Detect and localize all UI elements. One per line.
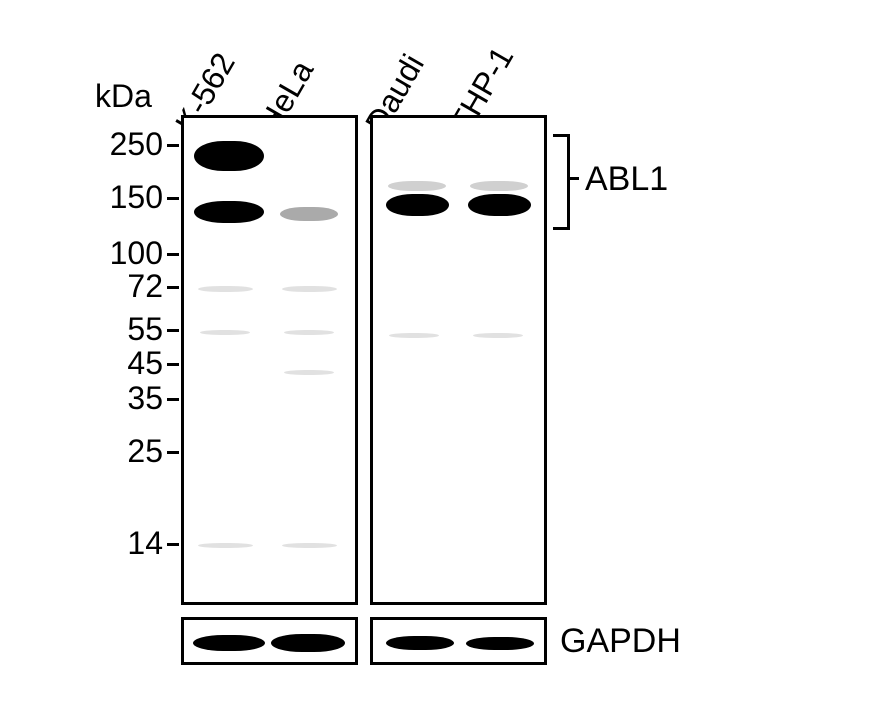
band-abl1-hela <box>280 207 338 221</box>
band-gapdh-k562 <box>193 635 265 651</box>
band-abl1-thp1-smear <box>470 181 528 191</box>
marker-tick <box>167 253 179 256</box>
marker-14: 14 <box>93 525 163 562</box>
band-abl1-daudi-smear <box>388 181 446 191</box>
marker-72: 72 <box>93 268 163 305</box>
band-faint <box>198 286 253 292</box>
gapdh-label: GAPDH <box>560 622 681 661</box>
band-faint <box>198 543 253 548</box>
marker-tick <box>167 451 179 454</box>
marker-100: 100 <box>93 235 163 272</box>
marker-tick <box>167 363 179 366</box>
band-faint <box>200 330 250 335</box>
marker-tick <box>167 144 179 147</box>
band-faint <box>284 330 334 335</box>
marker-250: 250 <box>93 126 163 163</box>
band-abl1-daudi <box>386 194 449 216</box>
marker-tick <box>167 286 179 289</box>
band-abl1-thp1 <box>468 194 531 216</box>
band-faint <box>282 286 337 292</box>
blot-panel-left <box>181 115 358 605</box>
marker-25: 25 <box>93 433 163 470</box>
blot-panel-right <box>370 115 547 605</box>
marker-tick <box>167 398 179 401</box>
band-faint <box>284 370 334 375</box>
marker-150: 150 <box>93 179 163 216</box>
marker-45: 45 <box>93 345 163 382</box>
band-abl1-k562-lower <box>194 201 264 223</box>
band-faint <box>389 333 439 338</box>
marker-35: 35 <box>93 380 163 417</box>
abl1-label: ABL1 <box>585 160 668 199</box>
band-abl1-k562-upper <box>194 141 264 171</box>
abl1-bracket-stem <box>567 177 579 180</box>
band-faint <box>282 543 337 548</box>
abl1-bracket <box>553 134 570 230</box>
band-gapdh-thp1 <box>466 637 534 650</box>
kda-unit-label: kDa <box>95 78 152 115</box>
marker-tick <box>167 197 179 200</box>
marker-tick <box>167 329 179 332</box>
marker-tick <box>167 543 179 546</box>
western-blot-figure: kDa 250 150 100 72 55 45 35 25 14 K-562 … <box>0 0 888 711</box>
band-faint <box>473 333 523 338</box>
band-gapdh-hela <box>271 634 345 652</box>
gapdh-panel-right <box>370 617 547 665</box>
band-gapdh-daudi <box>386 636 454 650</box>
marker-55: 55 <box>93 311 163 348</box>
gapdh-panel-left <box>181 617 358 665</box>
